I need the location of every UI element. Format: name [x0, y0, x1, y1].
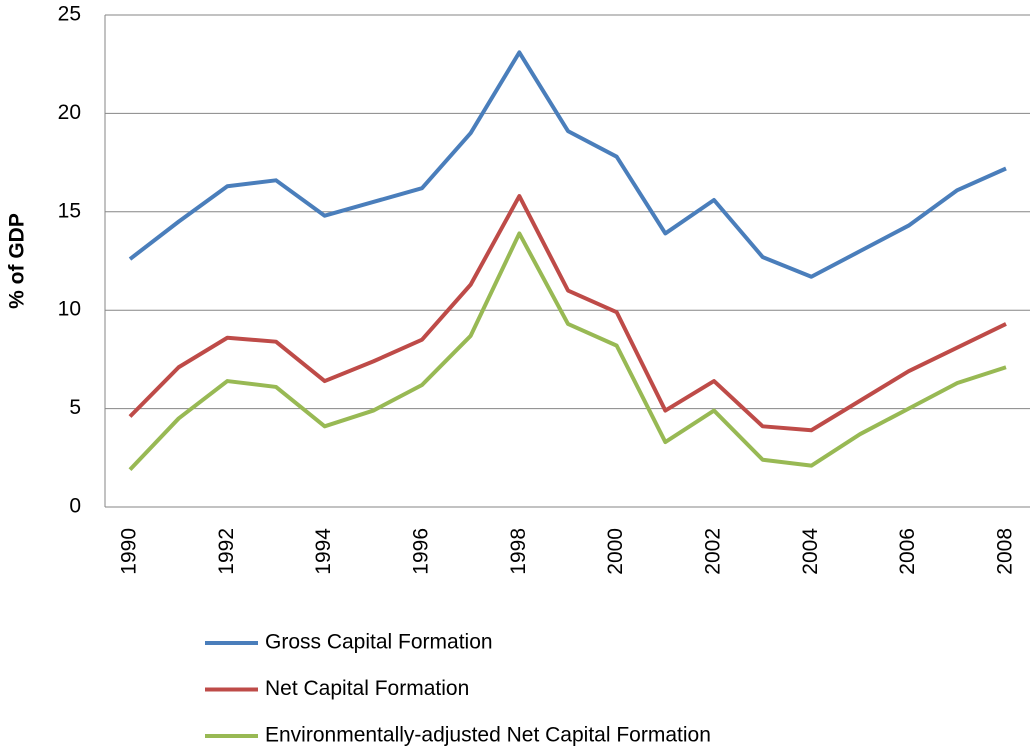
x-tick-label: 2008: [994, 528, 1017, 575]
y-tick-label: 10: [58, 298, 81, 321]
line-series: [128, 194, 1007, 433]
legend-label: Gross Capital Formation: [265, 631, 493, 654]
line-series: [128, 231, 1007, 471]
x-tick-label: 1998: [507, 528, 530, 575]
x-tick-label: 1994: [312, 528, 335, 575]
x-tick-label: 2002: [702, 528, 725, 575]
y-tick-label: 15: [58, 199, 81, 222]
x-tick-label: 1990: [118, 528, 141, 575]
x-tick-label: 1996: [410, 528, 433, 575]
x-tick-label: 2006: [896, 528, 919, 575]
x-tick-label: 1992: [215, 528, 238, 575]
y-tick-label: 0: [69, 495, 81, 518]
legend-label: Environmentally-adjusted Net Capital For…: [265, 724, 711, 747]
y-tick-label: 20: [58, 101, 81, 124]
y-tick-label: 5: [69, 396, 81, 419]
legend-label: Net Capital Formation: [265, 677, 469, 700]
x-tick-label: 2000: [604, 528, 627, 575]
line-series: [128, 50, 1007, 279]
y-tick-label: 25: [58, 3, 81, 26]
x-tick-label: 2004: [799, 528, 822, 575]
y-axis-title: % of GDP: [6, 213, 29, 309]
